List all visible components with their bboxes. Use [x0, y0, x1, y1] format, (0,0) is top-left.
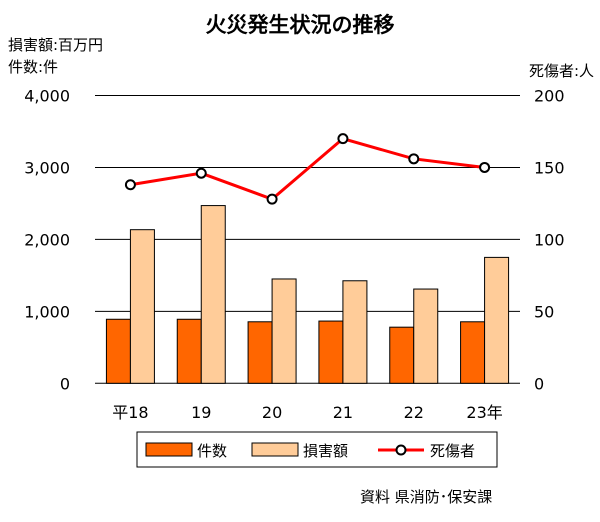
casualties-point [337, 133, 349, 145]
left-axis-label-amount: 損害額:百万円 [8, 36, 103, 54]
source-note: 資料 県消防･保安課 [360, 488, 492, 506]
left-tick-label: 4,000 [24, 87, 70, 106]
casualties-line [130, 137, 485, 201]
category-label: 平18 [112, 403, 148, 422]
casualties-point [479, 161, 491, 173]
left-tick-label: 0 [60, 374, 70, 393]
legend-swatch-count [145, 442, 193, 457]
casualties-point [124, 179, 136, 191]
category-label: 21 [333, 403, 353, 422]
bar-amount [413, 288, 439, 384]
category-label: 19 [191, 403, 211, 422]
bar-count [318, 320, 344, 384]
right-tick-label: 50 [534, 302, 554, 321]
casualties-point [408, 153, 420, 165]
bar-count [105, 318, 131, 384]
bar-count [389, 326, 415, 384]
legend-swatch-amount [251, 442, 299, 457]
legend-marker-casualties [395, 444, 407, 456]
bar-count [247, 321, 273, 384]
left-tick-label: 3,000 [24, 158, 70, 177]
left-tick-label: 2,000 [24, 230, 70, 249]
bar-amount [271, 278, 297, 384]
left-tick-label: 1,000 [24, 302, 70, 321]
bar-amount [484, 256, 510, 384]
bar-amount [200, 205, 226, 384]
left-axis-label-count: 件数:件 [8, 58, 58, 76]
bar-count [176, 318, 202, 384]
chart-title: 火災発生状況の推移 [206, 13, 395, 37]
casualties-point [195, 167, 207, 179]
category-label: 22 [404, 403, 424, 422]
right-tick-label: 150 [534, 158, 565, 177]
legend-label-amount: 損害額 [303, 442, 348, 460]
bar-count [460, 321, 486, 384]
legend-label-casualties: 死傷者 [430, 442, 475, 460]
right-tick-label: 200 [534, 87, 565, 106]
right-tick-label: 0 [534, 374, 544, 393]
casualties-point [266, 193, 278, 205]
legend: 件数 損害額 死傷者 [136, 431, 498, 468]
bar-amount [129, 229, 155, 384]
category-label: 23年 [466, 403, 502, 422]
legend-label-count: 件数 [197, 442, 227, 460]
category-label: 20 [262, 403, 282, 422]
right-tick-label: 100 [534, 230, 565, 249]
bar-amount [342, 280, 368, 384]
right-axis-label: 死傷者:人 [529, 62, 594, 80]
